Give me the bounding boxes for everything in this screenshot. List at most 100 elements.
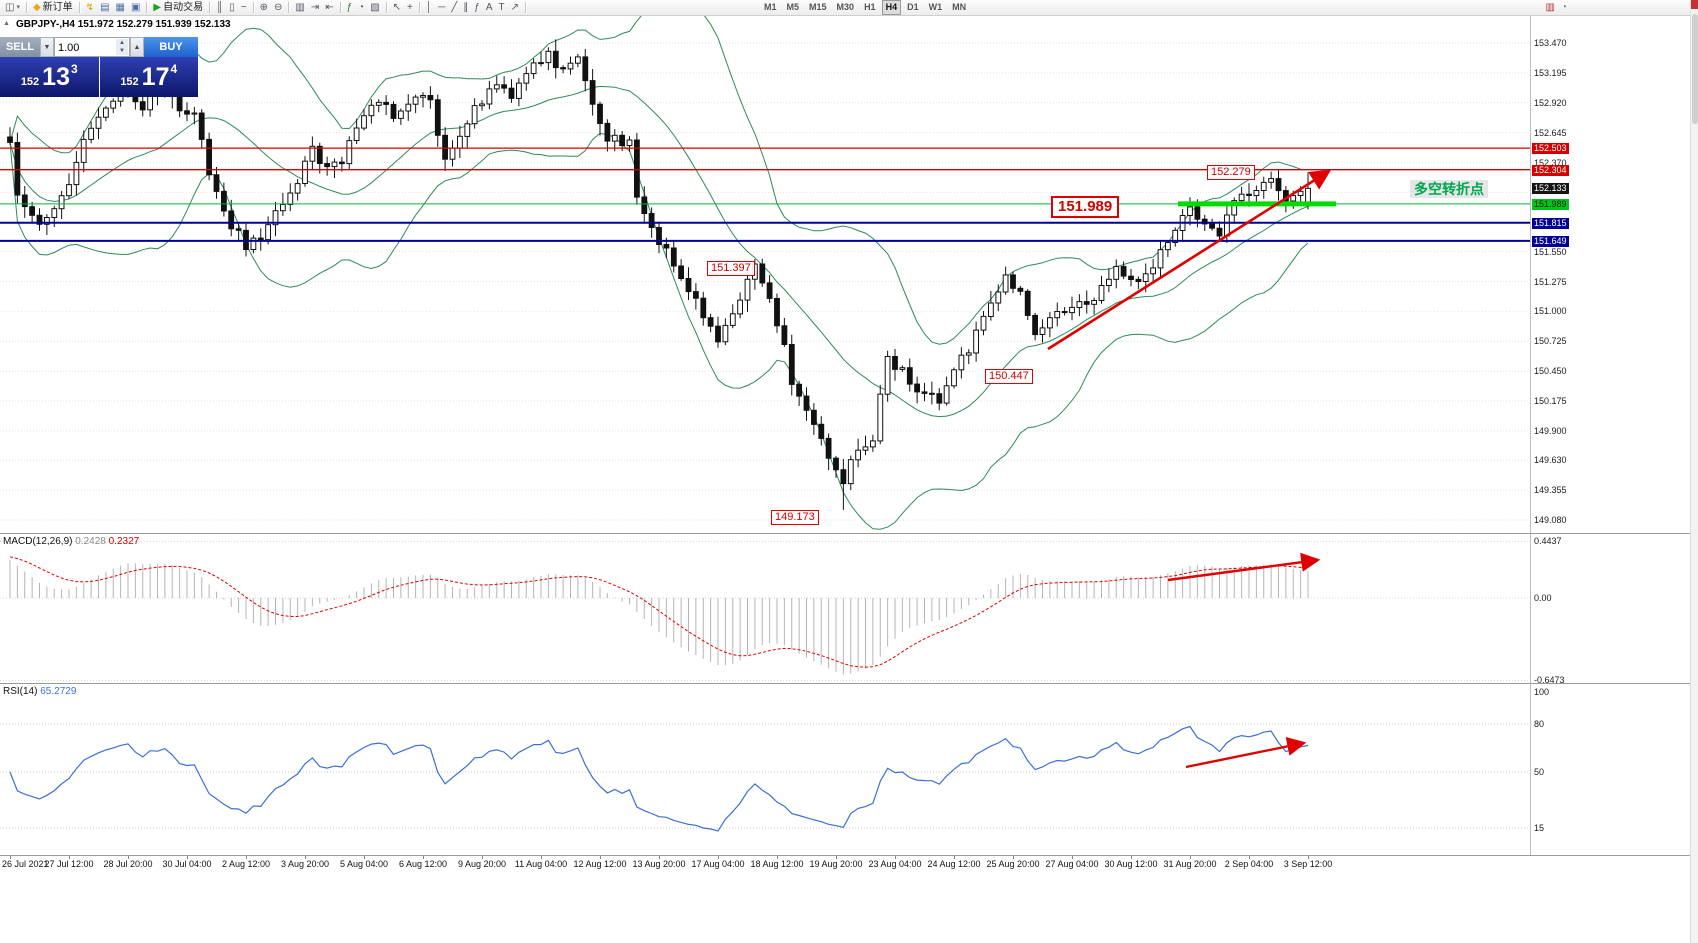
templates-icon[interactable]: ▧ bbox=[370, 1, 380, 13]
rsi-axis-label: 80 bbox=[1534, 719, 1545, 729]
scroll-top-button[interactable] bbox=[1691, 0, 1698, 9]
tile-windows-icon[interactable]: ▥ bbox=[295, 1, 305, 13]
macd-axis-label: -0.6473 bbox=[1534, 675, 1565, 685]
price-tag-151.815: 151.815 bbox=[1532, 218, 1569, 229]
buy-price-big: 17 bbox=[141, 62, 170, 91]
time-label: 19 Aug 20:00 bbox=[809, 859, 863, 869]
time-label: 30 Aug 12:00 bbox=[1104, 859, 1158, 869]
crosshair-icon[interactable]: + bbox=[407, 1, 413, 13]
arrows-icon[interactable]: ↗ bbox=[510, 1, 519, 13]
price-axis-label: 152.645 bbox=[1534, 128, 1567, 138]
report-icon[interactable]: ▥ bbox=[1545, 1, 1555, 13]
buy-price-tile[interactable]: 152 17 4 bbox=[99, 57, 198, 97]
bar-chart-icon[interactable]: ║ bbox=[216, 1, 224, 13]
toolbar-separator bbox=[252, 2, 254, 13]
timeframe-m1-button[interactable]: M1 bbox=[764, 2, 777, 12]
lot-increase-button[interactable]: ▲ bbox=[116, 39, 128, 47]
timeframe-h4-button[interactable]: H4 bbox=[881, 0, 902, 15]
chart-shift-icon[interactable]: ⇤ bbox=[325, 1, 334, 13]
lot-size-field: ▲ ▼ bbox=[54, 37, 130, 57]
scrollbar-thumb[interactable] bbox=[1692, 14, 1698, 124]
rsi-canvas[interactable] bbox=[0, 684, 1530, 855]
zoom-out-icon[interactable]: ⊖ bbox=[273, 1, 283, 13]
time-label: 31 Aug 20:00 bbox=[1163, 859, 1217, 869]
time-tick bbox=[777, 856, 778, 859]
timeframe-h1-button[interactable]: H1 bbox=[864, 2, 876, 12]
time-label: 23 Aug 04:00 bbox=[868, 859, 922, 869]
time-label: 6 Aug 12:00 bbox=[398, 859, 448, 869]
time-tick bbox=[836, 856, 837, 859]
alert-icon[interactable]: ↯ bbox=[85, 1, 95, 13]
macd-canvas[interactable] bbox=[0, 534, 1530, 683]
price-axis-label: 151.275 bbox=[1534, 277, 1567, 287]
indicators-icon[interactable]: ƒ bbox=[346, 1, 353, 13]
price-tag-151.649: 151.649 bbox=[1532, 236, 1569, 247]
macd-axis-line bbox=[1530, 534, 1531, 683]
timeframe-mn-button[interactable]: MN bbox=[952, 2, 967, 12]
toolbar-separator bbox=[418, 2, 420, 13]
macd-value-main: 0.2428 bbox=[75, 536, 106, 547]
history-clock-icon[interactable]: ◔ bbox=[1560, 1, 1567, 13]
sell-button[interactable]: SELL bbox=[0, 37, 40, 57]
price-axis-label: 153.470 bbox=[1534, 38, 1567, 48]
label-icon[interactable]: T bbox=[498, 1, 505, 13]
time-label: 28 Jul 20:00 bbox=[103, 859, 153, 869]
toolbar-separator bbox=[385, 2, 387, 13]
price-axis-line bbox=[1530, 16, 1531, 533]
trendline-icon[interactable]: ╱ bbox=[451, 1, 458, 13]
lot-size-input[interactable] bbox=[55, 40, 117, 56]
toolbar-separator bbox=[146, 2, 148, 13]
one-click-toggle-icon[interactable]: ▲ bbox=[3, 20, 10, 27]
macd-panel: MACD(12,26,9) 0.2428 0.2327 0.4437 0.00 -0… bbox=[0, 533, 1690, 685]
timeframe-m15-button[interactable]: M15 bbox=[809, 2, 827, 12]
autotrading-button[interactable]: ▶ 自动交易 bbox=[153, 1, 204, 13]
rsi-axis-label: 100 bbox=[1534, 687, 1550, 697]
time-tick bbox=[423, 856, 424, 859]
market-watch-icon[interactable]: ▤ bbox=[100, 1, 110, 13]
time-label: 3 Sep 12:00 bbox=[1283, 859, 1333, 869]
fibonacci-icon[interactable]: ƒ bbox=[474, 1, 480, 13]
sell-price-prefix: 152 bbox=[20, 75, 40, 88]
timeframe-m5-button[interactable]: M5 bbox=[786, 2, 800, 12]
price-axis-label: 149.630 bbox=[1534, 455, 1567, 465]
time-tick bbox=[541, 856, 542, 859]
periods-icon[interactable]: ◔ bbox=[358, 1, 365, 13]
charts-menu-button[interactable]: ◫ ▾ bbox=[5, 1, 20, 13]
timeframe-d1-button[interactable]: D1 bbox=[907, 2, 919, 12]
vertical-line-icon[interactable]: │ bbox=[425, 1, 433, 13]
time-tick bbox=[305, 856, 306, 859]
price-chart-canvas[interactable] bbox=[0, 16, 1530, 533]
auto-scroll-icon[interactable]: ⇥ bbox=[310, 1, 320, 13]
timeframe-w1-button[interactable]: W1 bbox=[928, 2, 943, 12]
price-axis-label: 151.550 bbox=[1534, 247, 1567, 257]
price-tag-151.989: 151.989 bbox=[1532, 199, 1569, 210]
buy-button[interactable]: BUY bbox=[144, 37, 198, 57]
timeframe-m30-button[interactable]: M30 bbox=[836, 2, 855, 12]
sell-price-tile[interactable]: 152 13 3 bbox=[0, 57, 99, 97]
candlestick-chart-icon[interactable]: ▯ bbox=[229, 1, 235, 13]
lot-decrease-button[interactable]: ▼ bbox=[116, 47, 128, 55]
line-chart-icon[interactable]: ~ bbox=[240, 1, 247, 13]
navigator-icon[interactable]: ▦ bbox=[115, 1, 125, 13]
text-icon[interactable]: A bbox=[485, 1, 493, 13]
time-label: 2 Sep 04:00 bbox=[1224, 859, 1274, 869]
time-label: 30 Jul 04:00 bbox=[162, 859, 212, 869]
price-axis-label: 151.000 bbox=[1534, 306, 1567, 316]
buy-options-caret-icon[interactable]: ▲ bbox=[130, 37, 144, 57]
toolbar-separator bbox=[25, 2, 27, 13]
one-click-trade-panel: SELL ▼ ▲ ▼ ▲ BUY 152 13 3 152 17 bbox=[0, 37, 198, 97]
sell-options-caret-icon[interactable]: ▼ bbox=[40, 37, 54, 57]
cursor-icon[interactable]: ↖ bbox=[392, 1, 402, 13]
zoom-in-icon[interactable]: ⊕ bbox=[259, 1, 268, 13]
rsi-panel: RSI(14) 65.2729 100 80 50 15 bbox=[0, 683, 1690, 855]
channel-icon[interactable]: ∥ bbox=[463, 1, 469, 13]
terminal-icon[interactable]: ▣ bbox=[130, 1, 141, 13]
time-label: 18 Aug 12:00 bbox=[750, 859, 804, 869]
horizontal-line-icon[interactable]: ─ bbox=[438, 1, 446, 13]
time-tick bbox=[1190, 856, 1191, 859]
price-axis-label: 150.725 bbox=[1534, 336, 1567, 346]
time-label: 11 Aug 04:00 bbox=[514, 859, 568, 869]
time-tick bbox=[659, 856, 660, 859]
new-order-button[interactable]: ◆ 新订单 bbox=[32, 1, 73, 13]
